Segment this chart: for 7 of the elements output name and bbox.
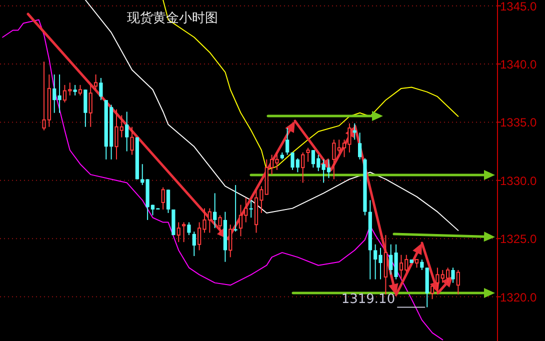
y-tick-label: 1320.0 [500,290,538,304]
y-tick-label: 1325.0 [500,232,538,246]
y-tick-label: 1335.0 [500,116,538,130]
annotation: 1319.10 [341,292,396,308]
y-tick-label: 1340.0 [500,58,538,72]
y-tick-label: 1330.0 [500,174,538,188]
y-tick-label: 1345.0 [500,0,538,14]
